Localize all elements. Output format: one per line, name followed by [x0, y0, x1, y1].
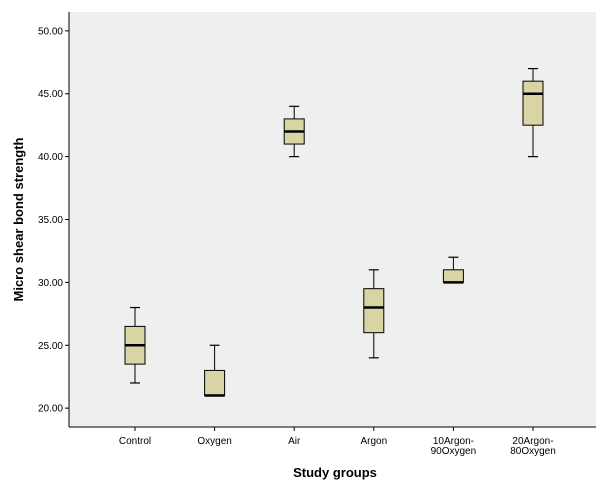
box-3	[363, 269, 385, 359]
box-5	[522, 67, 544, 158]
x-tick-label-line: Control	[119, 436, 151, 447]
box-0	[124, 306, 146, 384]
y-tick-label: 35.00	[38, 215, 63, 226]
y-tick-label: 30.00	[38, 278, 63, 289]
x-tick-label: Argon	[360, 436, 387, 447]
y-tick-label: 20.00	[38, 404, 63, 415]
x-tick-label-line: 90Oxygen	[431, 446, 477, 457]
box-iqr	[522, 80, 544, 126]
x-axis: Control Oxygen Air Argon 10Argon-90Oxygen 20A…	[69, 426, 596, 457]
x-tick-label: 20Argon-80Oxygen	[510, 436, 556, 457]
x-tick-label-line: 80Oxygen	[510, 446, 556, 457]
boxes	[124, 67, 544, 397]
box-2	[283, 105, 305, 158]
y-axis: 20.00 25.00 30.00 35.00 40.00 45.00 50.00	[38, 12, 70, 427]
box-4	[442, 256, 464, 284]
box-iqr	[204, 369, 226, 397]
x-axis-title: Study groups	[293, 465, 377, 480]
y-tick-label: 25.00	[38, 341, 63, 352]
x-tick-label-line: Air	[288, 436, 301, 447]
plot-area	[69, 12, 596, 427]
x-tick-label: Air	[288, 436, 301, 447]
box-iqr	[442, 269, 464, 283]
x-tick-label-line: Argon	[360, 436, 387, 447]
x-tick-label-line: Oxygen	[197, 436, 231, 447]
y-tick-label: 45.00	[38, 89, 63, 100]
y-tick-label: 40.00	[38, 152, 63, 163]
box-1	[204, 344, 226, 397]
y-tick-label: 50.00	[38, 26, 63, 37]
x-tick-label: Oxygen	[197, 436, 231, 447]
y-axis-title: Micro shear bond strength	[11, 137, 26, 301]
x-tick-label-line: 10Argon-	[433, 436, 474, 447]
x-tick-label-line: 20Argon-	[512, 436, 553, 447]
box-iqr	[363, 288, 385, 334]
x-tick-label: 10Argon-90Oxygen	[431, 436, 477, 457]
x-tick-label: Control	[119, 436, 151, 447]
